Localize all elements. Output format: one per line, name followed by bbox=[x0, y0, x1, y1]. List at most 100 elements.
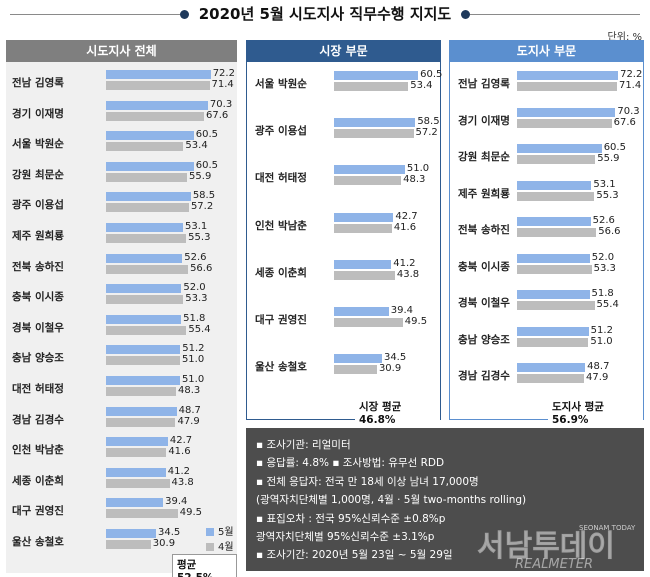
panel-city: 시장 부문 시장 평균 46.8% 서울 박원순 60.5 53.4 광주 이용섭 58… bbox=[246, 40, 442, 428]
overall-value-apr-12: 41.6 bbox=[168, 446, 191, 458]
overall-label-5: 제주 원희룡 bbox=[12, 230, 64, 242]
survey-info-line-6: ▪ 조사기간: 2020년 5월 23일 ~ 5월 29일 bbox=[256, 549, 453, 562]
overall-value-apr-15: 30.9 bbox=[152, 538, 176, 549]
legend-apr-swatch bbox=[206, 543, 214, 551]
overall-bar-may-7 bbox=[106, 284, 182, 294]
city-bar-may-1 bbox=[334, 118, 416, 128]
overall-bar-may-12 bbox=[106, 437, 168, 447]
city-value-apr-4: 43.8 bbox=[396, 268, 420, 280]
overall-bar-apr-7 bbox=[106, 295, 184, 305]
overall-bar-may-2 bbox=[106, 131, 194, 141]
overall-bar-apr-0 bbox=[106, 81, 210, 90]
overall-value-may-1: 70.3 bbox=[209, 98, 233, 110]
panel-province: 도지사 부문 도지사 평균 56.9% 전남 김영록 72.2 71.4 경기 이재명… bbox=[449, 40, 644, 428]
overall-bar-apr-9 bbox=[106, 356, 180, 366]
city-label-0: 서울 박원순 bbox=[255, 78, 307, 90]
overall-label-9: 충남 양승조 bbox=[12, 352, 64, 365]
overall-value-may-2: 60.5 bbox=[195, 129, 218, 141]
province-label-2: 강원 최문순 bbox=[458, 151, 510, 163]
overall-value-may-13: 41.2 bbox=[167, 465, 190, 477]
province-label-1: 경기 이재명 bbox=[458, 114, 510, 127]
overall-value-may-7: 52.0 bbox=[183, 282, 206, 294]
overall-bar-apr-5 bbox=[106, 234, 187, 243]
panel-overall: 시도지사 전체 5월 4월 평균 52.5% 전남 김영록 72.271.4 경기 … bbox=[6, 40, 237, 577]
city-label-1: 광주 이용섭 bbox=[255, 125, 307, 138]
panel-overall-header: 시도지사 전체 bbox=[6, 40, 237, 62]
legend-may: 5월 bbox=[206, 523, 234, 538]
survey-info-line-4: ▪ 표집오차 : 전국 95%신뢰수준 ±0.8%p bbox=[256, 512, 446, 525]
legend-may-label: 5월 bbox=[218, 527, 234, 538]
province-bar-apr-7 bbox=[517, 337, 589, 347]
city-value-apr-5: 49.5 bbox=[404, 316, 428, 327]
province-value-apr-3: 55.3 bbox=[596, 189, 619, 201]
title-rule-left bbox=[10, 14, 180, 15]
overall-bar-apr-1 bbox=[106, 111, 205, 121]
overall-bar-may-14 bbox=[106, 498, 164, 508]
chart-title: 2020년 5월 시도지사 직무수행 지지도 bbox=[198, 5, 452, 23]
province-value-apr-0: 71.4 bbox=[618, 80, 642, 91]
survey-info-line-2: ▪ 전체 응답자: 전국 만 18세 이상 남녀 17,000명 bbox=[256, 475, 479, 488]
overall-value-apr-10: 48.3 bbox=[178, 385, 201, 396]
province-bar-may-4 bbox=[517, 217, 591, 226]
overall-label-11: 경남 김경수 bbox=[12, 413, 64, 426]
overall-bar-apr-14 bbox=[106, 509, 178, 519]
overall-bar-apr-15 bbox=[106, 540, 151, 549]
survey-info-line-0: ▪ 조사기관: 리얼미터 bbox=[256, 439, 351, 451]
overall-label-2: 서울 박원순 bbox=[12, 138, 64, 151]
city-value-may-4: 41.2 bbox=[393, 257, 416, 269]
overall-bar-may-6 bbox=[106, 253, 183, 263]
overall-label-1: 경기 이재명 bbox=[12, 107, 64, 120]
overall-bar-may-5 bbox=[106, 223, 183, 232]
city-bar-apr-2 bbox=[334, 176, 402, 186]
overall-bar-apr-11 bbox=[106, 417, 176, 427]
overall-bar-may-8 bbox=[106, 314, 182, 324]
city-bar-may-3 bbox=[334, 212, 394, 222]
overall-bar-may-13 bbox=[106, 467, 166, 477]
province-bar-apr-8 bbox=[517, 374, 585, 383]
overall-value-apr-2: 53.4 bbox=[185, 140, 208, 152]
overall-value-may-8: 51.8 bbox=[183, 312, 206, 324]
survey-info-line-1: ▪ 응답률: 4.8% ▪ 조사방법: 유무선 RDD bbox=[256, 457, 445, 470]
overall-bar-may-11 bbox=[106, 406, 177, 416]
province-value-apr-4: 56.6 bbox=[598, 226, 621, 237]
province-value-may-8: 48.7 bbox=[587, 361, 610, 372]
overall-label-15: 울산 송철호 bbox=[12, 536, 64, 548]
city-label-3: 인천 박남춘 bbox=[255, 219, 307, 232]
city-value-may-3: 42.7 bbox=[395, 210, 418, 222]
province-label-8: 경남 김경수 bbox=[458, 370, 510, 382]
overall-bar-may-0 bbox=[106, 70, 211, 79]
overall-value-apr-13: 43.8 bbox=[171, 476, 194, 488]
province-bar-may-5 bbox=[517, 253, 590, 263]
overall-bar-may-3 bbox=[106, 161, 194, 171]
overall-value-may-10: 51.0 bbox=[181, 374, 205, 385]
city-value-apr-2: 48.3 bbox=[403, 174, 426, 186]
overall-bar-apr-12 bbox=[106, 448, 167, 458]
overall-value-apr-14: 49.5 bbox=[179, 507, 203, 519]
province-bar-apr-1 bbox=[517, 118, 612, 128]
overall-bar-apr-13 bbox=[106, 478, 170, 488]
overall-bar-apr-3 bbox=[106, 172, 188, 182]
overall-label-6: 전북 송하진 bbox=[12, 260, 64, 273]
province-label-5: 충북 이시종 bbox=[458, 260, 510, 273]
overall-label-0: 전남 김영록 bbox=[12, 77, 64, 89]
overall-value-apr-4: 57.2 bbox=[190, 201, 214, 213]
survey-info-line-3: (광역자치단체별 1,000명, 4월 · 5월 two-months roll… bbox=[256, 494, 527, 507]
province-value-may-2: 60.5 bbox=[603, 142, 626, 153]
survey-info-line-5: 광역자치단체별 95%신뢰수준 ±3.1%p bbox=[256, 531, 435, 544]
overall-bar-may-4 bbox=[106, 192, 191, 202]
city-bar-apr-1 bbox=[334, 129, 414, 139]
city-value-apr-6: 30.9 bbox=[378, 363, 402, 375]
city-value-may-6: 34.5 bbox=[383, 352, 407, 364]
overall-label-4: 광주 이용섭 bbox=[12, 199, 64, 212]
overall-value-may-4: 58.5 bbox=[192, 190, 216, 202]
overall-value-apr-11: 47.9 bbox=[177, 415, 200, 427]
survey-info-box: ▪ 조사기관: 리얼미터 ▪ 응답률: 4.8% ▪ 조사방법: 유무선 RDD ▪… bbox=[246, 428, 644, 571]
province-value-apr-8: 47.9 bbox=[586, 372, 609, 383]
province-value-apr-2: 55.9 bbox=[597, 153, 620, 164]
legend-apr-label: 4월 bbox=[218, 542, 234, 553]
province-value-apr-7: 51.0 bbox=[590, 335, 613, 347]
city-label-2: 대전 허태정 bbox=[255, 172, 307, 185]
overall-label-7: 충북 이시종 bbox=[12, 291, 64, 304]
city-bar-may-4 bbox=[334, 259, 392, 269]
province-label-3: 제주 원희룡 bbox=[458, 187, 510, 200]
